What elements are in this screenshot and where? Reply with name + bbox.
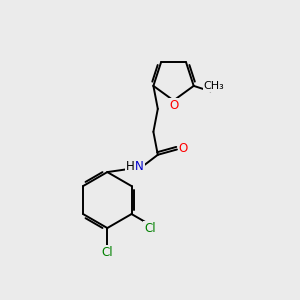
Text: Cl: Cl: [144, 222, 155, 235]
Text: O: O: [179, 142, 188, 154]
Text: CH₃: CH₃: [204, 81, 224, 91]
Text: H: H: [126, 160, 135, 173]
Text: N: N: [135, 160, 144, 173]
Text: Cl: Cl: [101, 246, 113, 259]
Text: O: O: [169, 99, 178, 112]
